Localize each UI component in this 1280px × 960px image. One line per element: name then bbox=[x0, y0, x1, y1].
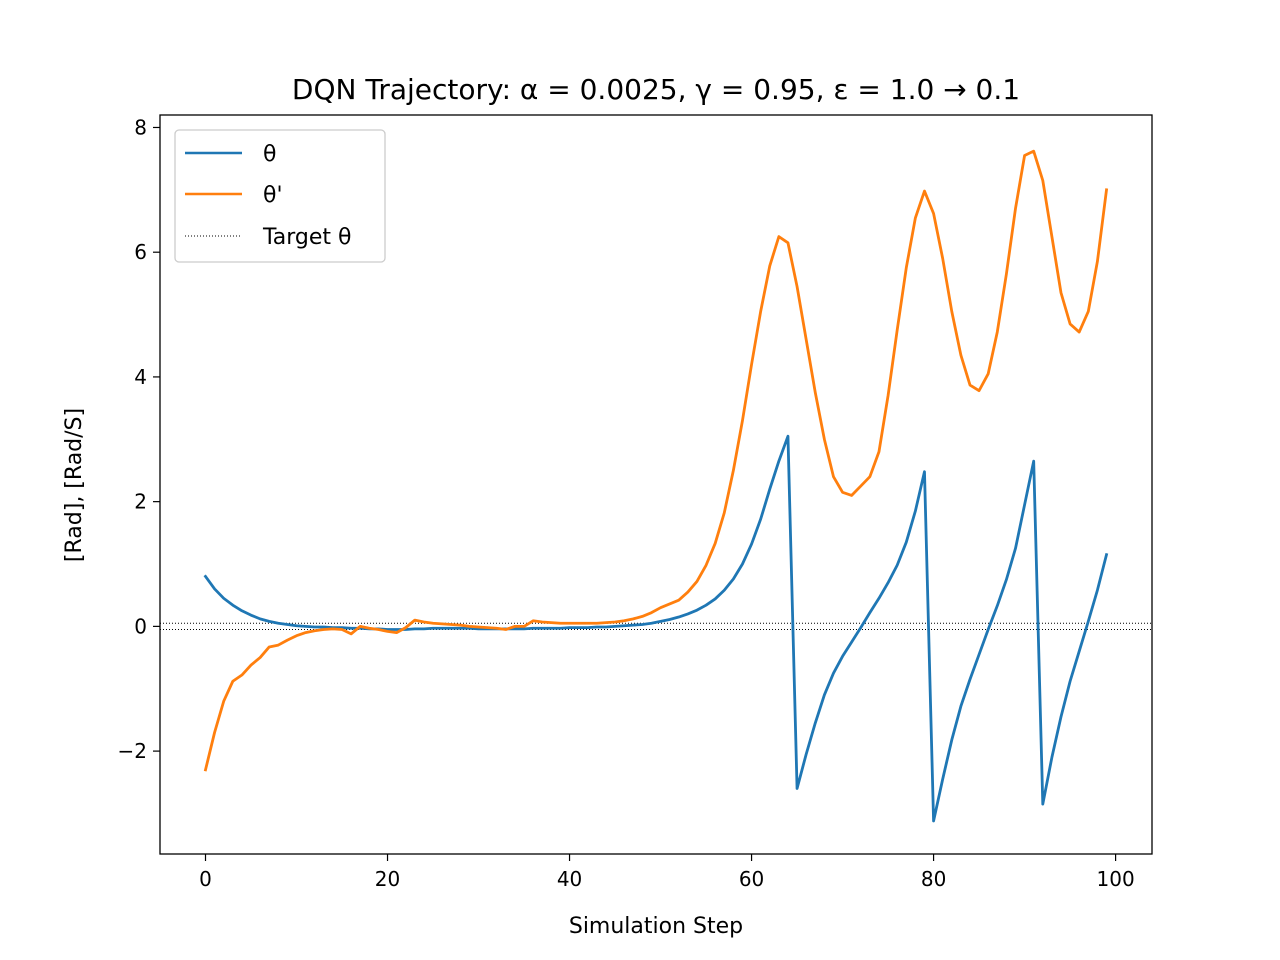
chart-legend: θ θ' Target θ bbox=[174, 129, 386, 263]
x-tick-label: 100 bbox=[1097, 867, 1135, 891]
x-tick-label: 40 bbox=[557, 867, 582, 891]
y-tick-label: 8 bbox=[134, 115, 147, 139]
y-tick-label: 2 bbox=[134, 490, 147, 514]
y-axis-ticks: −2 0 2 4 6 8 bbox=[118, 115, 160, 763]
x-tick-label: 80 bbox=[921, 867, 946, 891]
y-tick-label: −2 bbox=[118, 739, 147, 763]
series-line-1 bbox=[203, 149, 1109, 772]
x-tick-label: 60 bbox=[739, 867, 764, 891]
series-layer bbox=[203, 149, 1109, 823]
y-tick-label: 6 bbox=[134, 240, 147, 264]
y-tick-label: 0 bbox=[134, 614, 147, 638]
chart-title: DQN Trajectory: α = 0.0025, γ = 0.95, ε … bbox=[292, 73, 1020, 106]
plot-area bbox=[160, 149, 1152, 823]
x-axis-label: Simulation Step bbox=[569, 914, 743, 939]
legend-label-theta: θ bbox=[263, 142, 276, 167]
legend-label-theta-dot: θ' bbox=[263, 183, 283, 208]
series-line-0 bbox=[203, 434, 1109, 823]
x-axis-ticks: 0 20 40 60 80 100 bbox=[199, 854, 1135, 891]
x-tick-label: 20 bbox=[375, 867, 400, 891]
y-axis-label: [Rad], [Rad/S] bbox=[62, 408, 87, 562]
axes-frame bbox=[159, 114, 1153, 855]
legend-label-target: Target θ bbox=[262, 225, 352, 250]
x-tick-label: 0 bbox=[199, 867, 212, 891]
y-tick-label: 4 bbox=[134, 365, 147, 389]
legend-box bbox=[174, 129, 386, 263]
